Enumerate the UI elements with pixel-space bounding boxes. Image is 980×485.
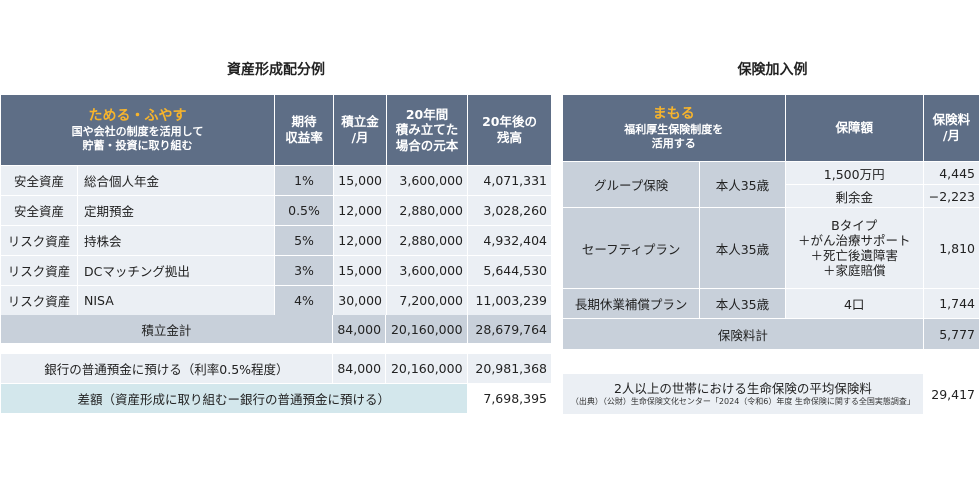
table-row: 剰余金 −2,223 — [563, 185, 979, 207]
average-value: 29,417 — [923, 374, 979, 414]
balance-header: 20年後の 残高 — [468, 95, 552, 165]
asset-header-main: ためる・ふやす 国や会社の制度を活用して 貯蓄・投資に取り組む — [1, 95, 275, 165]
asset-rate: 3% — [275, 256, 334, 285]
average-table: 2人以上の世帯における生命保険の平均保険料 （出典）（公財）生命保険文化センター… — [562, 373, 980, 415]
asset-type: 安全資産 — [1, 166, 77, 195]
plan-who: 本人35歳 — [700, 289, 785, 318]
asset-principal: 2,880,000 — [387, 196, 468, 225]
asset-monthly: 30,000 — [334, 286, 387, 315]
bank-monthly: 84,000 — [332, 354, 386, 383]
total-row: 保険料計 5,777 — [563, 319, 979, 349]
plan-premium: 1,744 — [923, 289, 979, 318]
left-title: 資産形成配分例 — [227, 62, 325, 78]
asset-total-table: 積立金計 84,000 20,160,000 28,679,764 — [0, 314, 552, 344]
bank-balance: 20,981,368 — [467, 354, 551, 383]
asset-monthly: 12,000 — [334, 226, 387, 255]
asset-type: 安全資産 — [1, 196, 77, 225]
asset-monthly: 15,000 — [334, 166, 387, 195]
asset-name: DCマッチング拠出 — [78, 256, 275, 285]
diff-label: 差額（資産形成に取り組むー銀行の普通預金に預ける） — [1, 384, 467, 413]
plan-coverage: 剰余金 — [785, 185, 923, 207]
asset-balance: 4,071,331 — [468, 166, 552, 195]
asset-balance: 11,003,239 — [468, 286, 552, 315]
total-balance: 28,679,764 — [467, 315, 551, 343]
table-row: リスク資産 NISA 4% 30,000 7,200,000 11,003,23… — [1, 286, 552, 315]
plan-who: 本人35歳 — [700, 208, 785, 288]
asset-name: 定期預金 — [78, 196, 275, 225]
asset-balance: 3,028,260 — [468, 196, 552, 225]
insurance-table: まもる 福利厚生保険制度を 活用する 保障額 保険料/月 グループ保険 本人35… — [562, 94, 980, 350]
total-principal: 20,160,000 — [386, 315, 467, 343]
plan-coverage: 4口 — [785, 289, 923, 318]
bank-principal: 20,160,000 — [386, 354, 467, 383]
average-label: 2人以上の世帯における生命保険の平均保険料 （出典）（公財）生命保険文化センター… — [563, 374, 923, 414]
asset-principal: 3,600,000 — [387, 256, 468, 285]
asset-principal: 3,600,000 — [387, 166, 468, 195]
plan-premium: 4,445 — [923, 162, 979, 184]
asset-type: リスク資産 — [1, 286, 77, 315]
total-label: 積立金計 — [1, 315, 332, 343]
asset-rate: 1% — [275, 166, 334, 195]
insurance-header-main: まもる 福利厚生保険制度を 活用する — [563, 95, 785, 161]
premium-total-value: 5,777 — [923, 319, 979, 349]
asset-monthly: 12,000 — [334, 196, 387, 225]
asset-rate: 5% — [275, 226, 334, 255]
table-row: セーフティプラン 本人35歳 Bタイプ ＋がん治療サポート ＋死亡後遺障害 ＋家… — [563, 208, 979, 288]
average-source: （出典）（公財）生命保険文化センター「2024（令和6）年度 生命保険に関する全… — [570, 396, 915, 406]
table-row: リスク資産 持株会 5% 12,000 2,880,000 4,932,404 — [1, 226, 552, 255]
monthly-header: 積立金/月 — [334, 95, 387, 165]
asset-type: リスク資産 — [1, 256, 77, 285]
asset-rate: 0.5% — [275, 196, 334, 225]
plan-name: 長期休業補償プラン — [563, 289, 700, 318]
asset-principal: 7,200,000 — [387, 286, 468, 315]
asset-type: リスク資産 — [1, 226, 77, 255]
coverage-header: 保障額 — [785, 95, 923, 161]
asset-name: 持株会 — [78, 226, 275, 255]
bank-table: 銀行の普通預金に預ける（利率0.5%程度） 84,000 20,160,000 … — [0, 353, 552, 414]
asset-table: ためる・ふやす 国や会社の制度を活用して 貯蓄・投資に取り組む 期待 収益率 積立… — [0, 94, 552, 316]
asset-principal: 2,880,000 — [387, 226, 468, 255]
plan-coverage: 1,500万円 — [785, 162, 923, 184]
table-row: リスク資産 DCマッチング拠出 3% 15,000 3,600,000 5,64… — [1, 256, 552, 285]
asset-rate: 4% — [275, 286, 334, 315]
plan-name: セーフティプラン — [563, 208, 700, 288]
plan-premium: −2,223 — [923, 185, 979, 207]
asset-balance: 4,932,404 — [468, 226, 552, 255]
table-row: 長期休業補償プラン 本人35歳 4口 1,744 — [563, 289, 979, 318]
asset-monthly: 15,000 — [334, 256, 387, 285]
plan-name: グループ保険 — [563, 162, 700, 207]
rate-header: 期待 収益率 — [275, 95, 334, 165]
asset-balance: 5,644,530 — [468, 256, 552, 285]
diff-value: 7,698,395 — [467, 384, 551, 413]
table-row: グループ保険 本人35歳 1,500万円 4,445 — [563, 162, 979, 207]
plan-who: 本人35歳 — [700, 162, 785, 207]
bank-label: 銀行の普通預金に預ける（利率0.5%程度） — [1, 354, 332, 383]
principal-header: 20年間 積み立てた 場合の元本 — [387, 95, 468, 165]
table-row: 安全資産 定期預金 0.5% 12,000 2,880,000 3,028,26… — [1, 196, 552, 225]
total-monthly: 84,000 — [332, 315, 386, 343]
premium-total-label: 保険料計 — [563, 319, 923, 349]
right-title: 保険加入例 — [737, 62, 808, 78]
asset-name: NISA — [78, 286, 275, 315]
premium-header: 保険料/月 — [923, 95, 979, 161]
plan-coverage: Bタイプ ＋がん治療サポート ＋死亡後遺障害 ＋家庭賠償 — [785, 208, 923, 288]
table-row: 安全資産 総合個人年金 1% 15,000 3,600,000 4,071,33… — [1, 166, 552, 195]
plan-premium: 1,810 — [923, 208, 979, 288]
asset-name: 総合個人年金 — [78, 166, 275, 195]
